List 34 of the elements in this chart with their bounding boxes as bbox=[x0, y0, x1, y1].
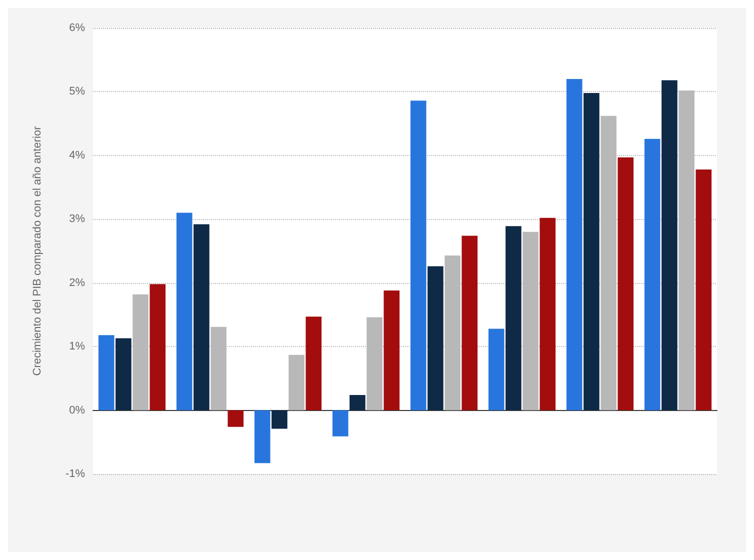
y-tick-label: 2% bbox=[69, 276, 86, 289]
y-tick-label: -1% bbox=[65, 468, 86, 480]
y-tick-label: 4% bbox=[69, 149, 86, 162]
y-tick-label: 5% bbox=[69, 86, 86, 98]
bar bbox=[272, 410, 288, 429]
bar bbox=[462, 236, 478, 410]
bar bbox=[350, 394, 366, 410]
bar bbox=[428, 266, 444, 410]
bar bbox=[116, 338, 132, 410]
bar bbox=[410, 100, 426, 410]
bar bbox=[254, 410, 270, 464]
bar bbox=[566, 78, 582, 410]
bar bbox=[288, 354, 304, 410]
bar bbox=[384, 290, 400, 410]
y-tick-label: 0% bbox=[69, 404, 86, 416]
bar bbox=[584, 92, 600, 410]
y-tick-label: 1% bbox=[69, 340, 86, 353]
bar bbox=[506, 226, 522, 410]
bar bbox=[332, 410, 348, 436]
y-tick-label: 3% bbox=[69, 213, 86, 226]
bar bbox=[644, 138, 660, 410]
bar bbox=[662, 80, 678, 410]
bar bbox=[618, 157, 634, 410]
bar bbox=[98, 335, 114, 410]
bar bbox=[176, 212, 192, 410]
bar bbox=[228, 410, 244, 427]
bar bbox=[540, 218, 556, 410]
bar bbox=[696, 169, 712, 410]
bar bbox=[488, 328, 504, 410]
bar bbox=[150, 284, 166, 410]
bar bbox=[194, 224, 210, 410]
y-tick-label: 6% bbox=[69, 22, 86, 34]
y-axis-title: Crecimiento del PIB comparado con el año anterior bbox=[32, 126, 44, 376]
bar bbox=[306, 316, 322, 410]
